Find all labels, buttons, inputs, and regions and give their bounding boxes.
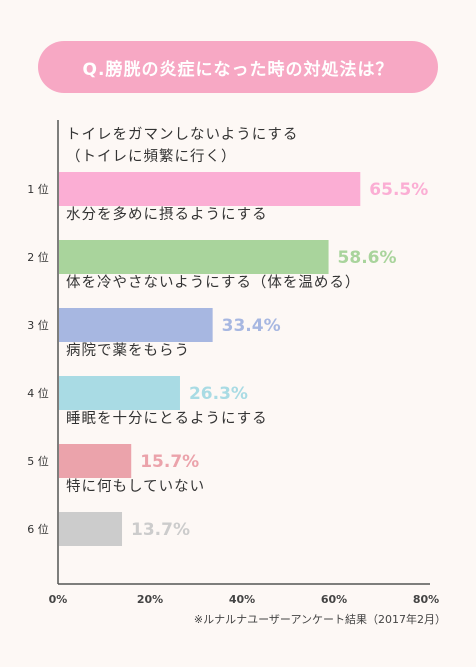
x-tick-label: 0% [49, 593, 68, 606]
category-label: 体を冷やさないようにする（体を温める） [66, 274, 360, 291]
rank-label: 5 位 [27, 454, 49, 468]
rank-label: 2 位 [27, 250, 49, 264]
chart-title: Q.膀胱の炎症になった時の対処法は？ [38, 41, 438, 93]
rank-label: 4 位 [27, 386, 49, 400]
bar [59, 308, 213, 342]
value-label: 65.5% [369, 180, 428, 200]
bar [59, 512, 123, 546]
x-tick-label: 40% [229, 593, 255, 606]
category-label: トイレをガマンしないようにする [66, 126, 298, 143]
category-label: 病院で薬をもらう [66, 342, 190, 359]
category-label: 睡眠を十分にとるようにする [66, 410, 268, 427]
value-label: 15.7% [140, 452, 199, 472]
x-tick-label: 20% [137, 593, 163, 606]
x-tick-label: 80% [413, 593, 439, 606]
rank-label: 1 位 [27, 182, 49, 196]
source-footnote: ※ルナルナユーザーアンケート結果（2017年2月） [193, 613, 446, 626]
category-label: 特に何もしていない [66, 478, 205, 495]
value-label: 13.7% [131, 520, 190, 540]
bar [59, 240, 329, 274]
x-tick-label: 60% [321, 593, 347, 606]
bar [59, 444, 132, 478]
bar [59, 376, 180, 410]
value-label: 26.3% [189, 384, 248, 404]
value-label: 58.6% [338, 248, 397, 268]
rank-label: 6 位 [27, 522, 49, 536]
rank-label: 3 位 [27, 318, 49, 332]
category-label: 水分を多めに摂るようにする [66, 206, 268, 223]
bar [59, 172, 361, 206]
value-label: 33.4% [222, 316, 281, 336]
category-label: （トイレに頻繁に行く） [66, 148, 237, 165]
